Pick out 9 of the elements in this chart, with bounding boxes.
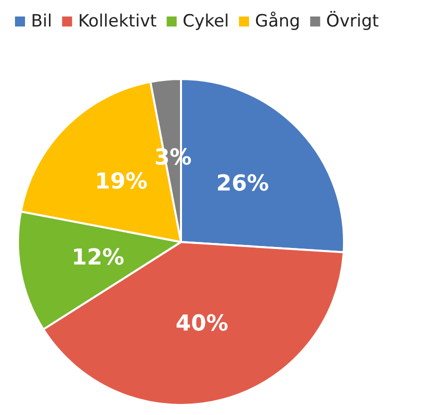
data-label: 12% — [72, 245, 124, 270]
legend-label: Cykel — [182, 12, 230, 32]
legend-label: Gång — [255, 12, 300, 32]
data-label: 19% — [94, 170, 148, 195]
legend-label: Bil — [31, 12, 52, 32]
data-label: 40% — [176, 311, 228, 336]
legend-label: Övrigt — [326, 10, 380, 32]
legend-label: Kollektivt — [78, 12, 158, 32]
data-label: 26% — [216, 172, 269, 197]
